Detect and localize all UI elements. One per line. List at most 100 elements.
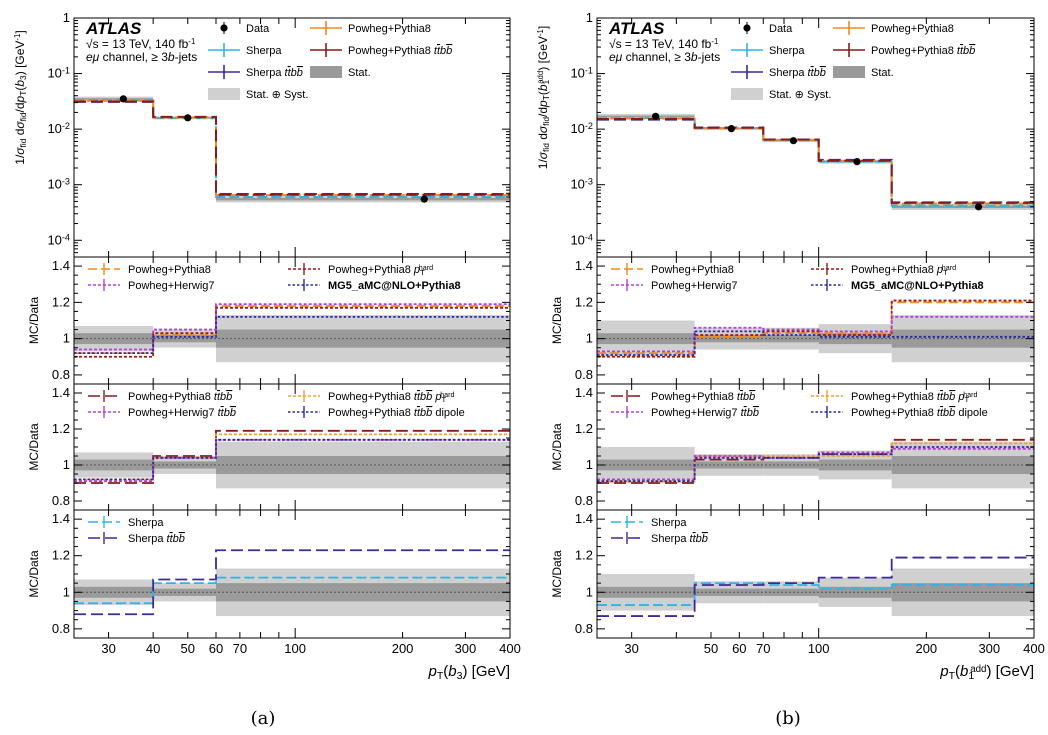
y-axis-label: MC/Data [550, 297, 564, 345]
x-tick-label: 200 [392, 641, 414, 656]
legend-marker [310, 66, 342, 78]
legend-entry: Powheg+Pythia8 [871, 23, 954, 35]
experiment-label: ATLAS [85, 19, 142, 38]
stat-band [153, 335, 216, 343]
y-tick-label: 0.8 [52, 621, 70, 636]
stat-band [891, 205, 1034, 209]
x-tick-label: 400 [1023, 641, 1045, 656]
stat-band [74, 333, 154, 345]
data-point [119, 95, 127, 103]
legend-entry: Powheg+Pythia8 ttbb [871, 45, 975, 57]
legend: Data Sherpa Sherpa ttbb Stat. ⊕ Syst. Powheg… [731, 21, 975, 101]
y-tick-label: 1.4 [575, 511, 593, 526]
ratio-line [74, 305, 510, 355]
x-axis-label: pT(b3) [GeV] [428, 663, 510, 682]
y-axis-label: MC/Data [550, 423, 564, 471]
stat-band [818, 459, 892, 471]
y-tick-label: 1.4 [52, 258, 70, 273]
ratio-panel-1: 0.8 1 1.2 1.4 MC/Data Powheg+Pythia8 Powheg+Py… [550, 256, 1035, 385]
stat-band [215, 197, 510, 201]
legend-marker [833, 66, 865, 78]
info-line: √s = 13 TeV, 140 fb-1 [609, 37, 718, 51]
x-tick-label: 30 [101, 641, 115, 656]
legend-symbol [731, 43, 763, 57]
ratio-line [74, 438, 510, 481]
legend-entry: Powheg+Pythia8 pThard [328, 264, 433, 277]
panel-b: 10-4 10-3 10-2 10-1 1 1/σfid dσfid/dpT(b1add)… [536, 10, 1045, 729]
info-line: √s = 13 TeV, 140 fb-1 [86, 37, 195, 51]
y-tick-label: 1.4 [575, 385, 593, 400]
legend-entry: Sherpa [246, 45, 282, 57]
legend-entry: Stat. [348, 67, 371, 79]
top-panel: 10-4 10-3 10-2 10-1 1 1/σfid dσfid/dpT(b3) [G… [13, 10, 511, 258]
y-tick-label: 1.2 [52, 548, 70, 563]
ratio-panel-2: 0.8 1 1.2 1.4 MC/Data Powheg+Pythia8 ttbb Powh… [550, 383, 1035, 511]
legend-symbol [833, 21, 865, 35]
y-tick-label: 1 [586, 331, 593, 346]
legend-entry: Powheg+Pythia8 [348, 23, 431, 35]
y-tick-label: 10-1 [47, 66, 70, 81]
series-line [74, 99, 510, 197]
data-point [184, 114, 192, 122]
y-tick-label: 1.2 [575, 421, 593, 436]
legend-entry: Powheg+Herwig7 ttbb [651, 407, 759, 419]
legend-entry: MG5_aMC@NLO+Pythia8 [851, 280, 984, 292]
legend-entry: Stat. ⊕ Syst. [246, 89, 308, 101]
legend-entry: Sherpa ttbb [246, 67, 303, 79]
ratio-line [597, 330, 1034, 356]
stat-band [74, 98, 154, 100]
y-axis-label: MC/Data [27, 550, 41, 598]
y-tick-label: 1.2 [575, 294, 593, 309]
y-tick-label: 10-4 [570, 232, 593, 247]
legend-symbol [310, 21, 342, 35]
panel-a: 10-4 10-3 10-2 10-1 1 1/σfid dσfid/dpT(b3) [G… [13, 10, 521, 729]
y-tick-label: 0.8 [52, 367, 70, 382]
ratio-line [597, 582, 1034, 606]
data-point [420, 195, 428, 203]
stat-band [694, 335, 764, 343]
legend-entry: Powheg+Pythia8 pThard [851, 264, 956, 277]
legend-entry: Powheg+Pythia8 ttbb [348, 45, 452, 57]
y-tick-label: 1 [586, 10, 593, 25]
legend-symbol [743, 22, 751, 34]
legend-entry: Sherpa [128, 517, 164, 529]
experiment-label: ATLAS [608, 19, 665, 38]
legend-entry: Powheg+Pythia8 ttbb dipole [851, 407, 988, 419]
legend-symbol [208, 43, 240, 57]
x-tick-label: 200 [915, 641, 937, 656]
ratio-line [74, 306, 510, 358]
y-tick-label: 10-2 [47, 121, 70, 136]
data-point [853, 158, 861, 166]
legend-entry: Powheg+Pythia8 [128, 264, 211, 276]
x-tick-label: 300 [455, 641, 477, 656]
legend-marker [731, 88, 763, 100]
y-tick-label: 10-1 [570, 66, 593, 81]
info-line: eμ channel, ≥ 3b-jets [609, 50, 720, 64]
x-tick-label: 50 [181, 641, 195, 656]
y-tick-label: 1.2 [52, 421, 70, 436]
y-axis-label: MC/Data [550, 550, 564, 598]
y-tick-label: 0.8 [52, 493, 70, 508]
legend-entry: Powheg+Pythia8 ttbb [128, 391, 232, 403]
legend-entry: Powheg+Pythia8 [651, 264, 734, 276]
x-tick-label: 30 [624, 641, 638, 656]
top-panel: 10-4 10-3 10-2 10-1 1 1/σfid dσfid/dpT(b1add)… [536, 10, 1035, 258]
legend-symbol [731, 65, 763, 79]
panel-caption: (a) [251, 708, 276, 729]
legend-entry: Sherpa [651, 517, 687, 529]
legend-entry: Powheg+Pythia8 ttbb dipole [328, 407, 465, 419]
legend-entry: Powheg+Herwig7 [651, 280, 738, 292]
legend-entry: MG5_aMC@NLO+Pythia8 [328, 280, 461, 292]
stat-band [694, 461, 764, 469]
y-tick-label: 10-4 [47, 232, 70, 247]
legend-entry: Data [769, 23, 793, 35]
legend-symbol [833, 66, 865, 78]
stat-band [818, 333, 892, 345]
x-tick-label: 400 [499, 641, 521, 656]
series-line [597, 118, 1034, 204]
legend-entry: Powheg+Pythia8 ttbb pThard [328, 391, 455, 404]
x-tick-label: 50 [704, 641, 718, 656]
ratio-line [597, 301, 1034, 355]
legend-entry: Sherpa ttbb [651, 533, 708, 545]
